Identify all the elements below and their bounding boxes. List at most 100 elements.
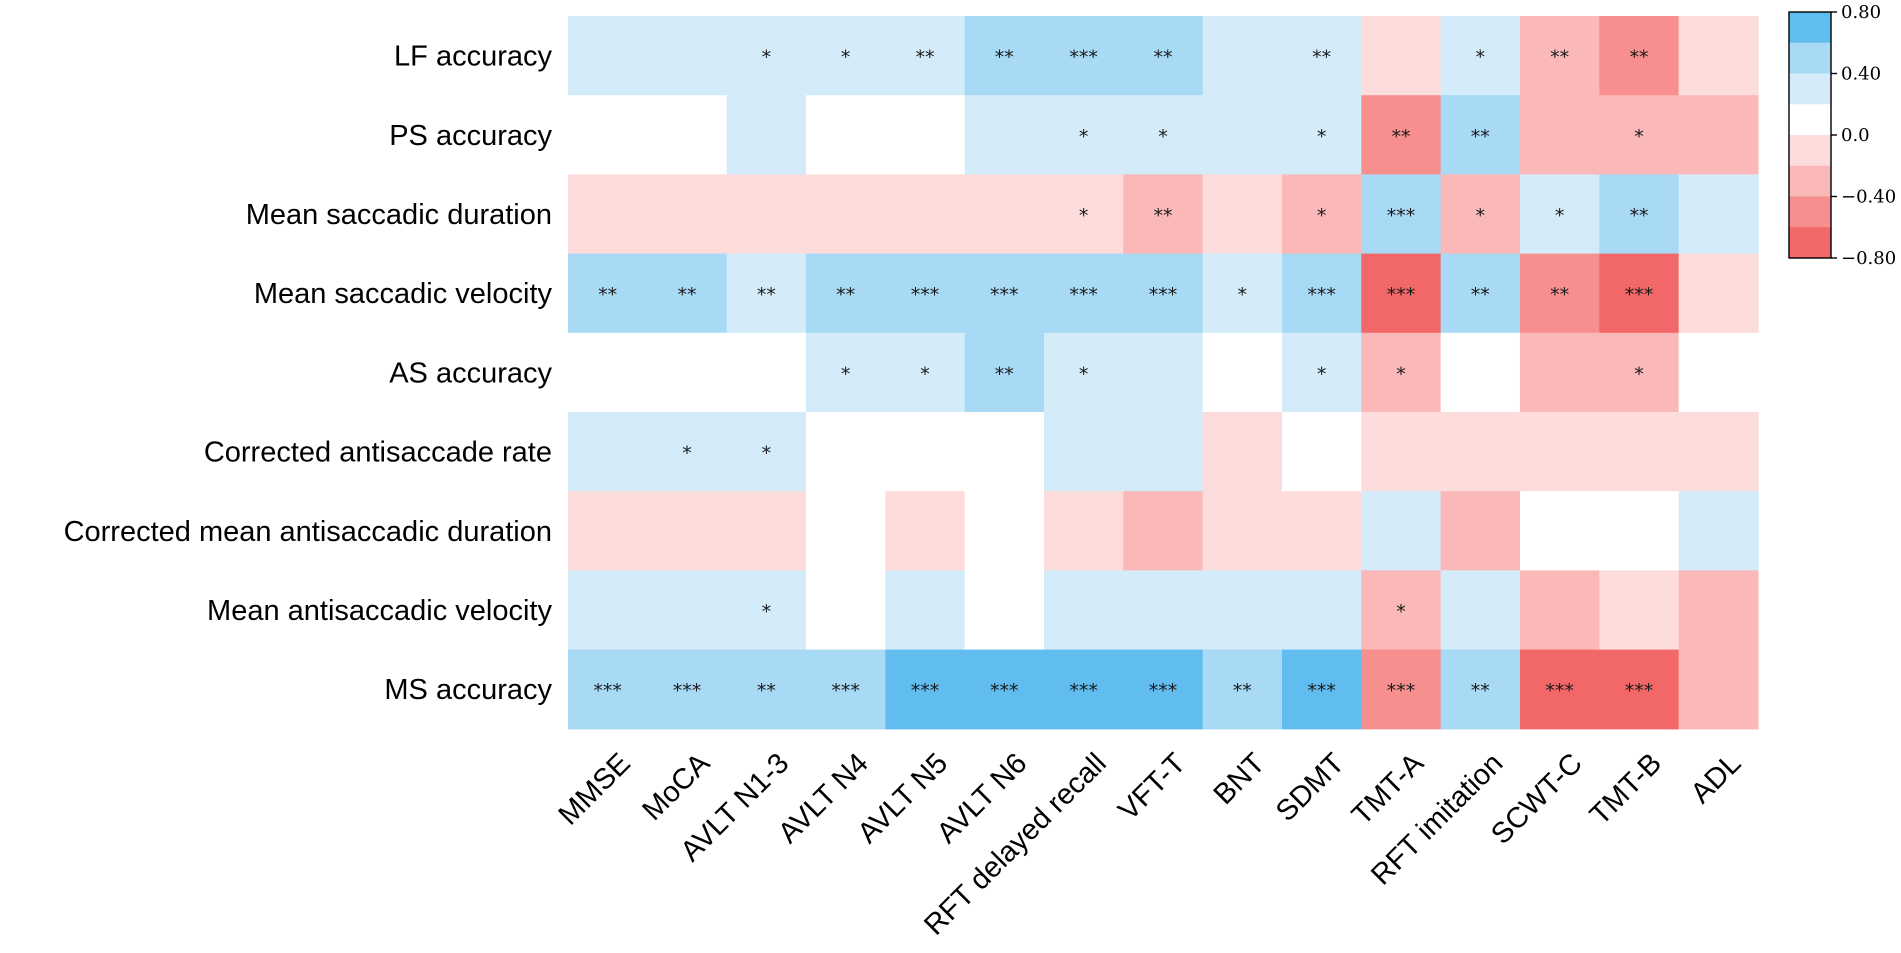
col-label-mmse: MMSE xyxy=(553,747,637,831)
cell-mean-antisaccadic-velocity-bnt xyxy=(1202,570,1283,651)
colorbar: 0.80 0.40 0.0 −0.40 −0.80 xyxy=(1788,2,1896,269)
cell-lf-accuracy-tmt-a xyxy=(1361,16,1442,96)
cell-ps-accuracy-rft-imitation xyxy=(1440,95,1521,175)
cell-lf-accuracy-sdmt xyxy=(1281,16,1362,96)
cell-mean-saccadic-velocity-tmt-a xyxy=(1361,253,1442,334)
sig-mean-saccadic-velocity-avlt-n4: ** xyxy=(836,284,855,306)
sig-as-accuracy-avlt-n6: ** xyxy=(995,363,1014,385)
sig-mean-saccadic-velocity-avlt-n5: *** xyxy=(911,284,940,306)
sig-lf-accuracy-sdmt: ** xyxy=(1312,47,1331,69)
row-label-mean-saccadic-duration: Mean saccadic duration xyxy=(246,199,552,231)
sig-ps-accuracy-rft-delayed-recall: * xyxy=(1079,126,1089,148)
sig-mean-saccadic-duration-vft-t: ** xyxy=(1153,205,1172,227)
cell-as-accuracy-avlt-n6 xyxy=(964,332,1045,413)
cell-corrected-antisaccade-rate-tmt-b xyxy=(1599,412,1680,492)
colorbar-segment-6 xyxy=(1789,165,1831,197)
cell-ps-accuracy-bnt xyxy=(1202,95,1283,175)
cell-ms-accuracy-bnt xyxy=(1202,649,1283,730)
cell-corrected-antisaccade-rate-vft-t xyxy=(1123,412,1204,492)
cell-as-accuracy-rft-imitation xyxy=(1440,332,1521,413)
colorbar-segment-3 xyxy=(1789,73,1831,105)
row-label-mean-antisaccadic-velocity: Mean antisaccadic velocity xyxy=(207,595,552,627)
sig-mean-antisaccadic-velocity-tmt-a: * xyxy=(1396,601,1406,623)
sig-corrected-antisaccade-rate-moca: * xyxy=(682,443,692,465)
cell-mean-saccadic-duration-vft-t xyxy=(1123,174,1204,255)
sig-lf-accuracy-tmt-b: ** xyxy=(1629,47,1648,69)
cell-corrected-antisaccade-rate-rft-imitation xyxy=(1440,412,1521,492)
sig-ms-accuracy-moca: *** xyxy=(673,680,702,702)
cell-corrected-mean-antisaccadic-duration-avlt-n5 xyxy=(885,491,966,571)
cell-mean-saccadic-velocity-sdmt xyxy=(1281,253,1362,334)
cell-lf-accuracy-mmse xyxy=(568,16,648,96)
col-label-tmt-b: TMT-B xyxy=(1584,747,1668,831)
row-label-ps-accuracy: PS accuracy xyxy=(389,120,552,152)
cell-corrected-mean-antisaccadic-duration-sdmt xyxy=(1281,491,1362,571)
cell-mean-saccadic-duration-adl xyxy=(1678,174,1759,255)
cell-ms-accuracy-mmse xyxy=(568,649,648,730)
cell-ms-accuracy-tmt-b xyxy=(1599,649,1680,730)
cell-ms-accuracy-rft-imitation xyxy=(1440,649,1521,730)
cell-corrected-antisaccade-rate-rft-delayed-recall xyxy=(1043,412,1124,492)
cell-mean-saccadic-velocity-avlt-n4 xyxy=(805,253,886,334)
cell-ps-accuracy-tmt-a xyxy=(1361,95,1442,175)
col-label-bnt: BNT xyxy=(1208,747,1272,811)
cell-mean-saccadic-velocity-rft-delayed-recall xyxy=(1043,253,1124,334)
cell-corrected-antisaccade-rate-scwt-c xyxy=(1519,412,1600,492)
sig-ps-accuracy-rft-imitation: ** xyxy=(1471,126,1490,148)
cell-mean-antisaccadic-velocity-scwt-c xyxy=(1519,570,1600,651)
sig-mean-saccadic-velocity-scwt-c: ** xyxy=(1550,284,1569,306)
cell-corrected-mean-antisaccadic-duration-adl xyxy=(1678,491,1759,571)
sig-mean-saccadic-duration-sdmt: * xyxy=(1317,205,1327,227)
significance-markers: * * ** ** *** ** ** * ** *** * * ** ** ** ** * *** * * **** *… xyxy=(593,47,1653,703)
sig-mean-saccadic-velocity-tmt-b: *** xyxy=(1625,284,1654,306)
sig-ms-accuracy-bnt: ** xyxy=(1233,680,1252,702)
cell-ps-accuracy-scwt-c xyxy=(1519,95,1600,175)
cell-mean-saccadic-duration-tmt-b xyxy=(1599,174,1680,255)
sig-mean-saccadic-velocity-bnt: * xyxy=(1238,284,1248,306)
sig-mean-antisaccadic-velocity-avlt-n1-3: * xyxy=(762,601,772,623)
cell-lf-accuracy-rft-imitation xyxy=(1440,16,1521,96)
cell-lf-accuracy-moca xyxy=(647,16,728,96)
cell-mean-antisaccadic-velocity-moca xyxy=(647,570,728,651)
sig-as-accuracy-sdmt: * xyxy=(1317,363,1327,385)
sig-lf-accuracy-rft-delayed-recall: *** xyxy=(1069,47,1098,69)
cell-corrected-antisaccade-rate-bnt xyxy=(1202,412,1283,492)
sig-mean-saccadic-velocity-tmt-a: *** xyxy=(1387,284,1416,306)
sig-ms-accuracy-rft-delayed-recall: *** xyxy=(1069,680,1098,702)
cell-ps-accuracy-avlt-n5 xyxy=(885,95,966,175)
row-label-corrected-mean-antisaccadic-duration: Corrected mean antisaccadic duration xyxy=(64,516,552,548)
cell-corrected-mean-antisaccadic-duration-bnt xyxy=(1202,491,1283,571)
colorbar-tick-label: 0.40 xyxy=(1841,64,1881,85)
sig-mean-saccadic-velocity-avlt-n6: *** xyxy=(990,284,1019,306)
sig-mean-saccadic-velocity-moca: ** xyxy=(678,284,697,306)
cell-ps-accuracy-avlt-n6 xyxy=(964,95,1045,175)
sig-corrected-antisaccade-rate-avlt-n1-3: * xyxy=(762,443,772,465)
sig-ms-accuracy-avlt-n4: *** xyxy=(831,680,860,702)
cell-lf-accuracy-scwt-c xyxy=(1519,16,1600,96)
cell-ps-accuracy-avlt-n1-3 xyxy=(726,95,807,175)
cell-mean-saccadic-velocity-scwt-c xyxy=(1519,253,1600,334)
cell-as-accuracy-tmt-a xyxy=(1361,332,1442,413)
sig-ms-accuracy-sdmt: *** xyxy=(1307,680,1336,702)
cell-as-accuracy-sdmt xyxy=(1281,332,1362,413)
sig-ps-accuracy-tmt-a: ** xyxy=(1391,126,1410,148)
cell-lf-accuracy-avlt-n6 xyxy=(964,16,1045,96)
sig-as-accuracy-rft-delayed-recall: * xyxy=(1079,363,1089,385)
cell-corrected-mean-antisaccadic-duration-avlt-n1-3 xyxy=(726,491,807,571)
sig-ms-accuracy-mmse: *** xyxy=(593,680,622,702)
col-label-adl: ADL xyxy=(1685,747,1748,810)
cell-lf-accuracy-avlt-n1-3 xyxy=(726,16,807,96)
cell-corrected-mean-antisaccadic-duration-rft-imitation xyxy=(1440,491,1521,571)
cell-corrected-antisaccade-rate-tmt-a xyxy=(1361,412,1442,492)
cell-corrected-mean-antisaccadic-duration-mmse xyxy=(568,491,648,571)
cell-mean-antisaccadic-velocity-rft-delayed-recall xyxy=(1043,570,1124,651)
cell-as-accuracy-avlt-n5 xyxy=(885,332,966,413)
sig-ms-accuracy-avlt-n6: *** xyxy=(990,680,1019,702)
cell-mean-saccadic-duration-rft-delayed-recall xyxy=(1043,174,1124,255)
sig-ps-accuracy-tmt-b: * xyxy=(1634,126,1644,148)
row-label-as-accuracy: AS accuracy xyxy=(389,357,552,389)
cell-corrected-mean-antisaccadic-duration-scwt-c xyxy=(1519,491,1600,571)
cell-mean-saccadic-velocity-adl xyxy=(1678,253,1759,334)
sig-mean-saccadic-duration-tmt-a: *** xyxy=(1387,205,1416,227)
sig-as-accuracy-tmt-b: * xyxy=(1634,363,1644,385)
